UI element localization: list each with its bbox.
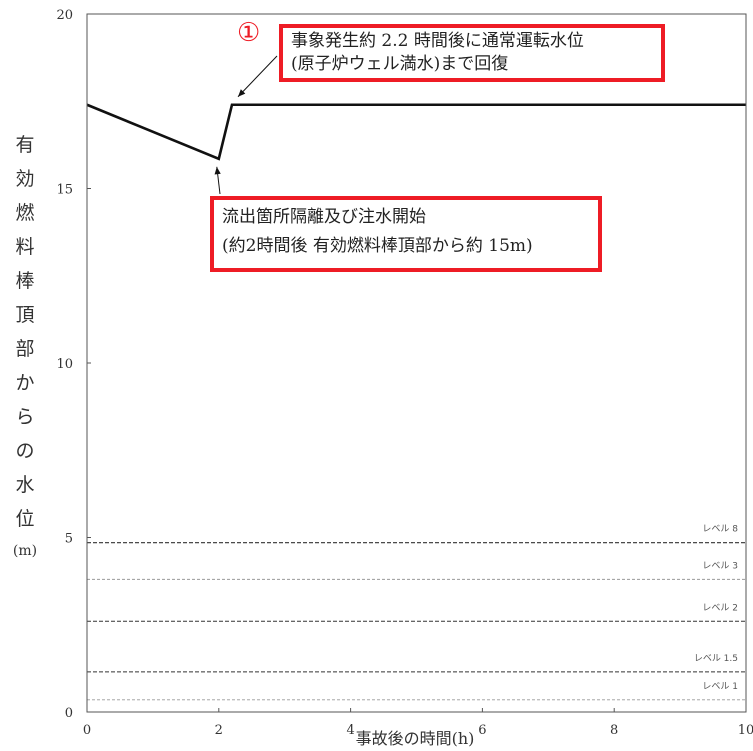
reference-line-label: レベル 1.5 (694, 654, 738, 664)
y-tick-label: 10 (56, 357, 73, 372)
series-layer (86, 103, 746, 161)
reference-line-label: レベル 1 (702, 682, 738, 692)
y-axis-label-char: 料 (15, 236, 35, 258)
y-tick-label: 15 (56, 183, 73, 198)
annotation-1-arrow-head (237, 89, 246, 97)
y-axis-label: 有効燃料棒頂部からの水位 (m) (12, 128, 38, 566)
y-axis-label-char: 頂 (15, 304, 35, 326)
y-axis-unit: (m) (12, 543, 38, 559)
x-tick-label: 4 (346, 723, 354, 738)
x-tick-label: 8 (610, 723, 618, 738)
y-axis-label-char: の (15, 440, 35, 462)
x-axis-label: 事故後の時間(h) (356, 729, 475, 748)
y-tick-label: 5 (65, 532, 73, 547)
x-tick-label: 2 (215, 723, 223, 738)
y-axis-label-char: 効 (15, 168, 35, 190)
annotation-1-line-2: (原子炉ウェル満水)まで回復 (291, 54, 509, 74)
y-tick-label: 20 (56, 8, 73, 23)
x-tick-label: 10 (738, 723, 753, 738)
annotation-2-line-1: 流出箇所隔離及び注水開始 (222, 207, 426, 227)
y-axis-label-char: 棒 (15, 270, 35, 292)
tick-labels: 0 2 4 6 8 10 0 5 10 15 20 (56, 8, 753, 738)
annotation-arrows (214, 55, 278, 195)
y-axis-label-char: 有 (15, 134, 35, 156)
y-tick-label: 0 (65, 706, 73, 721)
y-axis-label-char: 燃 (15, 202, 35, 224)
reference-lines: レベル 8 レベル 3 レベル 2 レベル 1.5 レベル 1 (87, 525, 746, 701)
x-tick-label: 6 (478, 723, 486, 738)
y-axis-label-char: 部 (15, 338, 35, 360)
y-axis-label-char: 水 (15, 474, 35, 496)
annotation-2-line-2: (約2時間後 有効燃料棒頂部から約 15m) (222, 236, 533, 256)
reference-line-label: レベル 3 (702, 561, 738, 571)
y-axis-label-char: 位 (15, 508, 35, 530)
y-axis-label-char: ら (15, 406, 35, 428)
axes (86, 13, 747, 713)
reference-line-label: レベル 2 (702, 603, 738, 613)
reference-line-label: レベル 8 (702, 525, 738, 535)
annotation-2-box: 流出箇所隔離及び注水開始 (約2時間後 有効燃料棒頂部から約 15m) (210, 196, 602, 272)
water-level-line (86, 103, 746, 161)
plot-frame (86, 13, 747, 713)
annotation-1-line-1: 事象発生約 2.2 時間後に通常運転水位 (291, 31, 584, 51)
annotation-1-marker: ① (237, 18, 261, 48)
annotation-1-box: 事象発生約 2.2 時間後に通常運転水位 (原子炉ウェル満水)まで回復 (279, 24, 665, 82)
y-axis-label-char: か (15, 372, 35, 394)
x-tick-label: 0 (83, 723, 91, 738)
annotation-1-arrow (237, 55, 278, 98)
annotation-2-arrow-head (214, 166, 221, 175)
